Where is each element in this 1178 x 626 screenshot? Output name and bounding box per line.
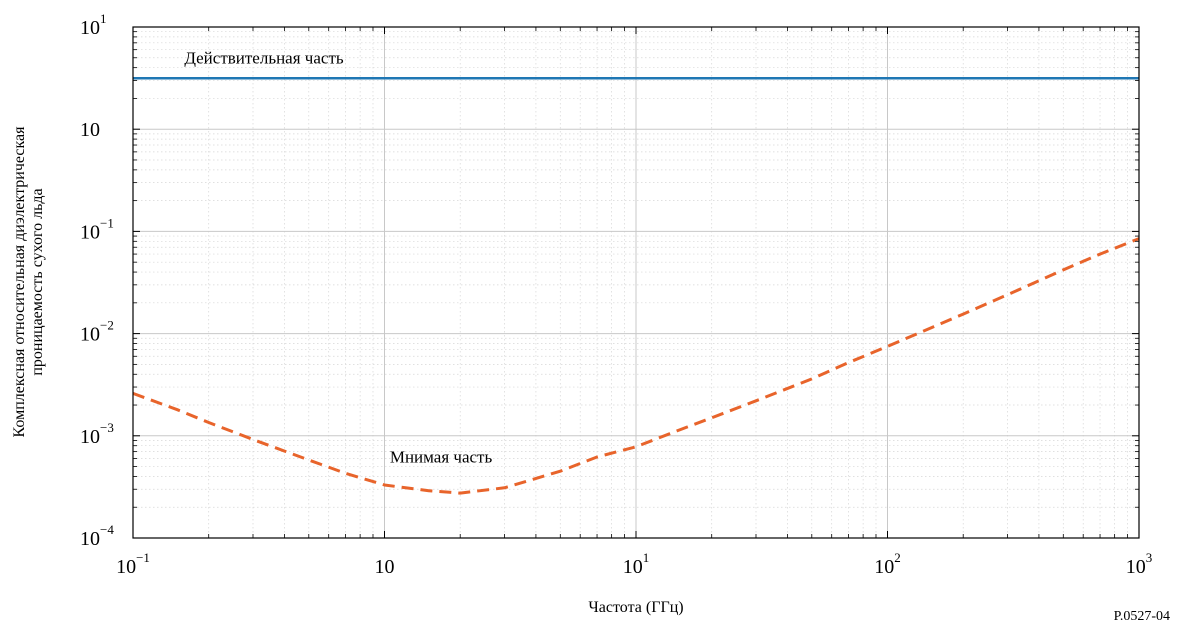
minor-grid xyxy=(133,27,1139,538)
series-line-2 xyxy=(132,237,1140,495)
y-tick-label: 10 xyxy=(80,119,100,141)
y-tick-label: 10−2 xyxy=(80,318,114,346)
x-tick-label: 10−1 xyxy=(116,550,150,578)
x-tick-labels: 10−1 10 101 102 103 xyxy=(116,550,1152,578)
annotation-1: Действительная часть xyxy=(184,48,344,67)
y-tick-label: 101 xyxy=(80,11,107,39)
x-tick-label: 102 xyxy=(874,550,901,578)
x-axis-title: Частота (ГГц) xyxy=(588,599,683,616)
annotation-2: Мнимая часть xyxy=(390,447,493,466)
y-axis-title: Комплексная относительная диэлектрическа… xyxy=(11,126,46,438)
y-tick-label: 10−3 xyxy=(80,420,114,448)
x-tick-label: 101 xyxy=(623,550,650,578)
x-tick-label: 10 xyxy=(375,556,395,578)
y-tick-labels: 10−4 10−3 10−2 10−1 10 101 xyxy=(80,11,114,550)
annotations: Действительная часть Мнимая часть xyxy=(184,48,492,466)
y-axis-title-line-2: проницаемость сухого льда xyxy=(29,188,46,375)
axis-ticks xyxy=(132,26,1140,539)
x-tick-label: 103 xyxy=(1126,550,1153,578)
figure-reference: P.0527-04 xyxy=(1114,609,1170,624)
y-tick-label: 10−1 xyxy=(80,215,114,243)
y-axis-title-line-1: Комплексная относительная диэлектрическа… xyxy=(11,126,28,438)
y-tick-label: 10−4 xyxy=(80,522,114,550)
series-layer xyxy=(132,77,1140,495)
